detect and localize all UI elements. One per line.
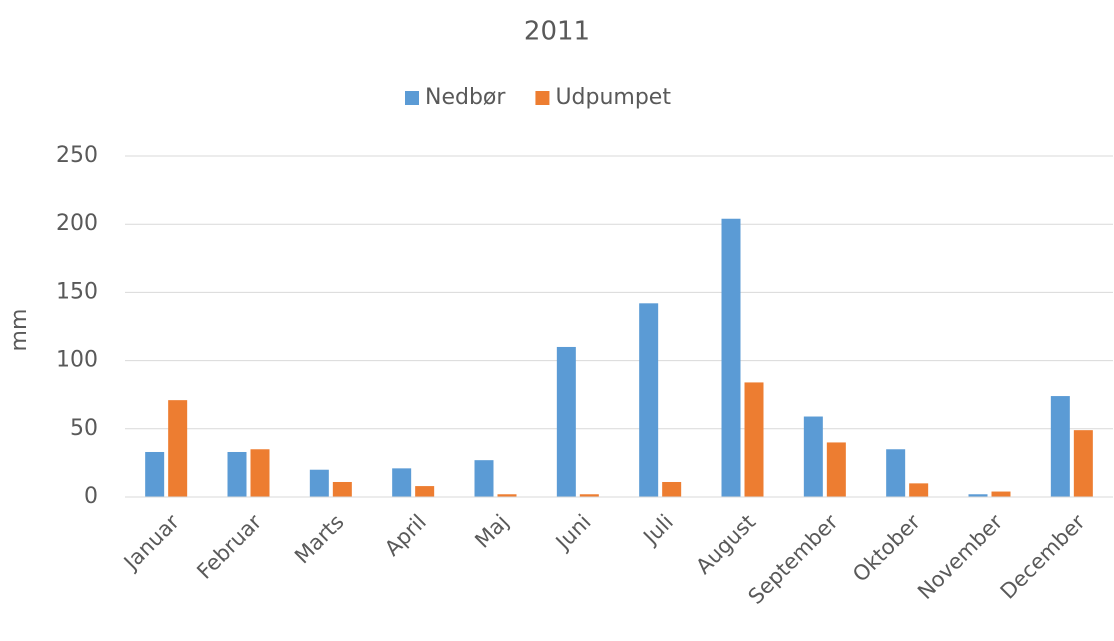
x-tick-label: April — [380, 510, 431, 561]
x-tick-label: Januar — [118, 510, 184, 576]
chart-title: 2011 — [524, 17, 590, 47]
bar — [474, 460, 494, 497]
bar — [579, 494, 599, 497]
bar — [250, 449, 270, 497]
bar — [886, 449, 906, 497]
y-tick-label: 100 — [56, 348, 98, 373]
bar — [639, 303, 659, 497]
legend-label: Udpumpet — [555, 85, 671, 110]
x-tick-label: Juni — [550, 510, 596, 556]
bar — [1073, 430, 1093, 497]
bar — [744, 382, 764, 497]
bar — [909, 483, 929, 497]
bar — [392, 468, 412, 497]
y-tick-label: 200 — [56, 211, 98, 236]
x-tick-label: August — [691, 510, 760, 579]
y-tick-label: 0 — [84, 484, 98, 509]
bar — [1050, 396, 1070, 497]
bar — [556, 346, 576, 497]
legend-label: Nedbør — [425, 85, 506, 110]
x-tick-label: Maj — [470, 510, 513, 553]
x-tick-label: December — [996, 510, 1090, 604]
bar — [968, 494, 988, 497]
legend-swatch — [535, 91, 550, 105]
bar — [662, 481, 682, 497]
legend-swatch — [405, 91, 419, 105]
x-tick-label: November — [913, 510, 1007, 604]
x-tick-label: September — [744, 510, 843, 609]
y-tick-label: 50 — [70, 416, 98, 441]
bar — [332, 481, 352, 497]
bar — [991, 491, 1011, 497]
bar — [145, 451, 165, 497]
bar — [826, 442, 846, 497]
bar — [415, 486, 435, 497]
bar — [803, 416, 823, 497]
bar — [168, 400, 188, 497]
x-tick-label: Oktober — [848, 510, 925, 587]
x-tick-label: Februar — [192, 510, 266, 584]
bar — [497, 494, 517, 497]
x-tick-label: Juli — [638, 510, 678, 550]
y-axis-label: mm — [7, 309, 32, 352]
y-tick-label: 250 — [56, 143, 98, 168]
x-tick-label: Marts — [290, 510, 349, 569]
bar — [227, 451, 247, 497]
bar — [309, 469, 329, 497]
y-tick-label: 150 — [56, 279, 98, 304]
bar — [721, 218, 741, 497]
